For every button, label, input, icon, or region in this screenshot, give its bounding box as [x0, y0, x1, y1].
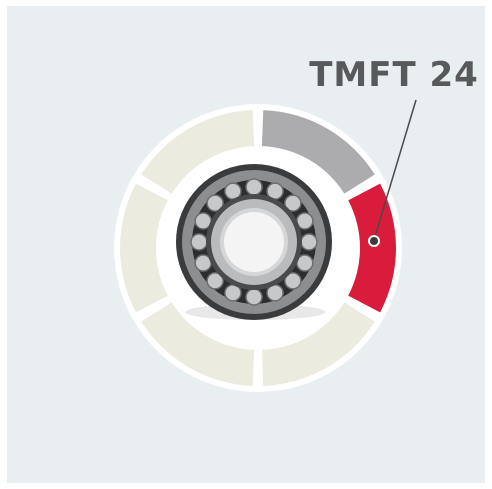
bearing-bore	[224, 212, 284, 272]
roller	[246, 289, 262, 305]
page: {"label": "TMFT 24"} TMFT 24 (() => { co…	[0, 0, 492, 489]
label: TMFT 24	[309, 55, 479, 95]
roller	[191, 234, 207, 250]
leader-dot	[369, 236, 379, 246]
diagram: TMFT 24	[0, 0, 492, 489]
roller	[301, 234, 317, 250]
bearing-illustration	[176, 164, 332, 320]
roller	[246, 179, 262, 195]
